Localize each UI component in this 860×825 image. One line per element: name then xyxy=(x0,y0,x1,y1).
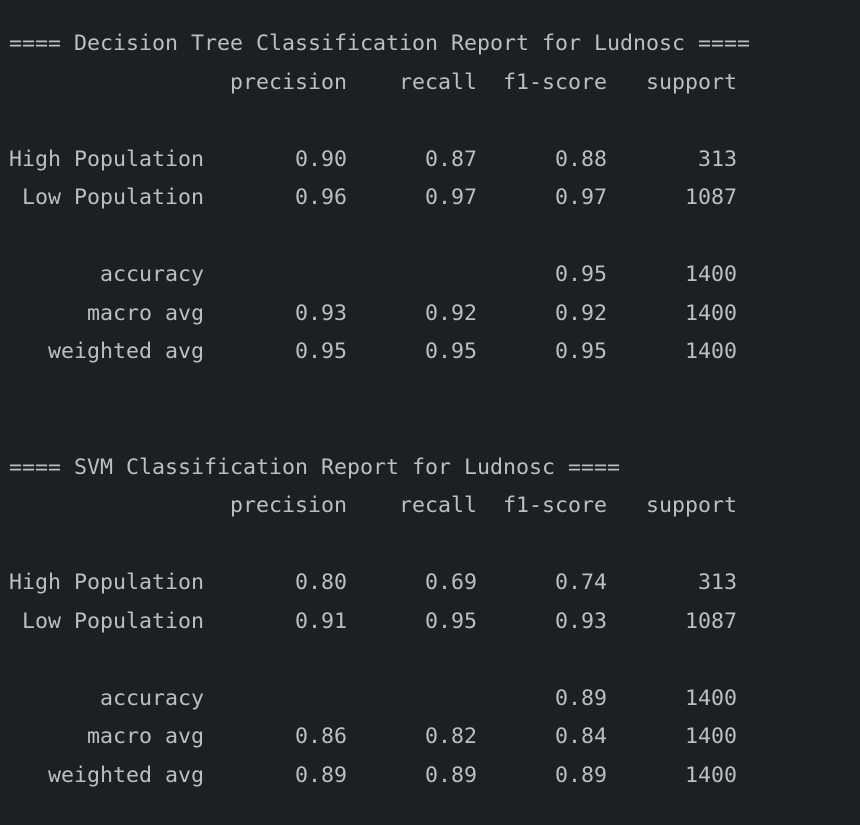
report-row-accuracy: accuracy 0.95 1400 xyxy=(9,262,738,287)
report-row-high-population: High Population 0.80 0.69 0.74 313 xyxy=(9,570,738,595)
report-row-accuracy: accuracy 0.89 1400 xyxy=(9,686,738,711)
report-title-svm: ==== SVM Classification Report for Ludno… xyxy=(9,455,621,480)
report-row-macro-avg: macro avg 0.86 0.82 0.84 1400 xyxy=(9,724,738,749)
report-row-low-population: Low Population 0.96 0.97 0.97 1087 xyxy=(9,185,738,210)
report-row-weighted-avg: weighted avg 0.95 0.95 0.95 1400 xyxy=(9,339,738,364)
report-row-macro-avg: macro avg 0.93 0.92 0.92 1400 xyxy=(9,301,738,326)
report-row-high-population: High Population 0.90 0.87 0.88 313 xyxy=(9,147,738,172)
report-header-row: precision recall f1-score support xyxy=(9,493,738,518)
report-header-row: precision recall f1-score support xyxy=(9,70,738,95)
report-row-weighted-avg: weighted avg 0.89 0.89 0.89 1400 xyxy=(9,763,738,788)
report-row-low-population: Low Population 0.91 0.95 0.93 1087 xyxy=(9,609,738,634)
report-title-decision-tree: ==== Decision Tree Classification Report… xyxy=(9,31,751,56)
